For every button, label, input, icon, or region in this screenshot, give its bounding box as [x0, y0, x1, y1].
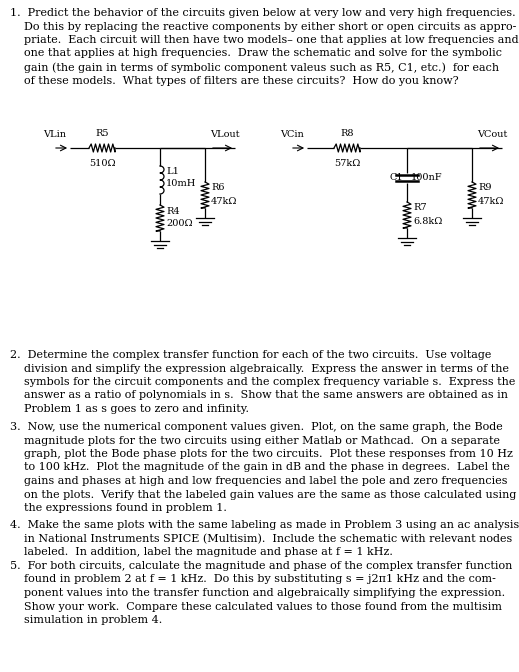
Text: gain (the gain in terms of symbolic component valeus such as R5, C1, etc.)  for : gain (the gain in terms of symbolic comp… [10, 62, 499, 73]
Text: VCout: VCout [477, 130, 507, 139]
Text: R5: R5 [95, 129, 109, 138]
Text: 5.  For both circuits, calculate the magnitude and phase of the complex transfer: 5. For both circuits, calculate the magn… [10, 561, 512, 571]
Text: R8: R8 [340, 129, 354, 138]
Text: Do this by replacing the reactive components by either short or open circuits as: Do this by replacing the reactive compon… [10, 22, 516, 32]
Text: 2.  Determine the complex transfer function for each of the two circuits.  Use v: 2. Determine the complex transfer functi… [10, 350, 491, 360]
Text: VCin: VCin [280, 130, 304, 139]
Text: found in problem 2 at f = 1 kHz.  Do this by substituting s = j2π1 kHz and the c: found in problem 2 at f = 1 kHz. Do this… [10, 575, 496, 585]
Text: 57kΩ: 57kΩ [334, 159, 360, 168]
Text: VLin: VLin [44, 130, 66, 139]
Text: in National Instruments SPICE (Multisim).  Include the schematic with relevant n: in National Instruments SPICE (Multisim)… [10, 534, 512, 544]
Text: R9: R9 [478, 183, 491, 192]
Text: the expressions found in problem 1.: the expressions found in problem 1. [10, 503, 227, 513]
Text: simulation in problem 4.: simulation in problem 4. [10, 615, 162, 625]
Text: R7: R7 [413, 204, 427, 212]
Text: 510Ω: 510Ω [89, 159, 115, 168]
Text: labeled.  In addition, label the magnitude and phase at f = 1 kHz.: labeled. In addition, label the magnitud… [10, 547, 393, 557]
Text: 1.  Predict the behavior of the circuits given below at very low and very high f: 1. Predict the behavior of the circuits … [10, 8, 515, 18]
Text: 6.8kΩ: 6.8kΩ [413, 216, 442, 226]
Text: 200Ω: 200Ω [166, 220, 193, 228]
Text: symbols for the circuit components and the complex frequency variable s.  Expres: symbols for the circuit components and t… [10, 377, 515, 387]
Text: of these models.  What types of filters are these circuits?  How do you know?: of these models. What types of filters a… [10, 75, 459, 85]
Text: C1: C1 [389, 173, 403, 183]
Text: R6: R6 [211, 183, 225, 192]
Text: 100nF: 100nF [411, 173, 443, 183]
Text: gains and phases at high and low frequencies and label the pole and zero frequen: gains and phases at high and low frequen… [10, 476, 508, 486]
Text: one that applies at high frequencies.  Draw the schematic and solve for the symb: one that applies at high frequencies. Dr… [10, 48, 502, 58]
Text: on the plots.  Verify that the labeled gain values are the same as those calcula: on the plots. Verify that the labeled ga… [10, 489, 516, 499]
Text: 47kΩ: 47kΩ [211, 196, 238, 206]
Text: 4.  Make the same plots with the same labeling as made in Problem 3 using an ac : 4. Make the same plots with the same lab… [10, 520, 519, 530]
Text: Show your work.  Compare these calculated values to those found from the multisi: Show your work. Compare these calculated… [10, 601, 502, 612]
Text: R4: R4 [166, 206, 180, 216]
Text: 3.  Now, use the numerical component values given.  Plot, on the same graph, the: 3. Now, use the numerical component valu… [10, 422, 503, 432]
Text: 47kΩ: 47kΩ [478, 196, 504, 206]
Text: magnitude plots for the two circuits using either Matlab or Mathcad.  On a separ: magnitude plots for the two circuits usi… [10, 435, 500, 446]
Text: division and simplify the expression algebraically.  Express the answer in terms: division and simplify the expression alg… [10, 364, 509, 374]
Text: VLout: VLout [210, 130, 240, 139]
Text: ponent values into the transfer function and algebraically simplifying the expre: ponent values into the transfer function… [10, 588, 505, 598]
Text: graph, plot the Bode phase plots for the two circuits.  Plot these responses fro: graph, plot the Bode phase plots for the… [10, 449, 513, 459]
Text: to 100 kHz.  Plot the magnitude of the gain in dB and the phase in degrees.  Lab: to 100 kHz. Plot the magnitude of the ga… [10, 462, 510, 472]
Text: Problem 1 as s goes to zero and infinity.: Problem 1 as s goes to zero and infinity… [10, 404, 249, 414]
Text: priate.  Each circuit will then have two models– one that applies at low frequen: priate. Each circuit will then have two … [10, 35, 518, 45]
Text: 10mH: 10mH [166, 179, 196, 189]
Text: L1: L1 [166, 167, 179, 177]
Text: answer as a ratio of polynomials in s.  Show that the same answers are obtained : answer as a ratio of polynomials in s. S… [10, 390, 508, 401]
